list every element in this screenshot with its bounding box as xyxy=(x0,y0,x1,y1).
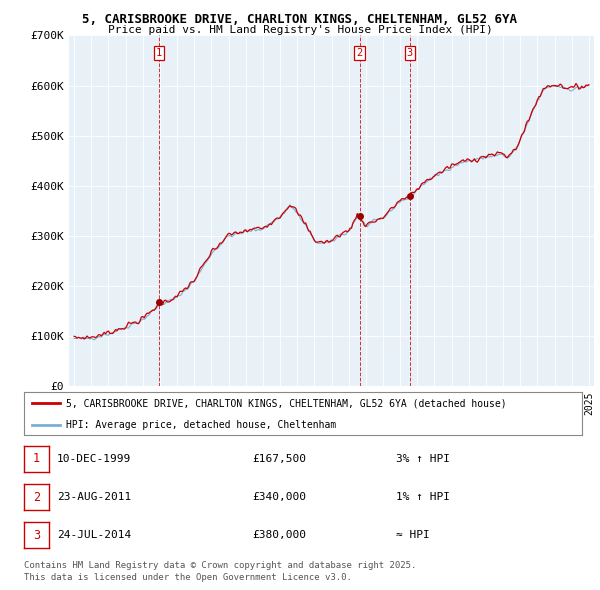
Text: 1: 1 xyxy=(33,452,40,466)
Text: 23-AUG-2011: 23-AUG-2011 xyxy=(57,492,131,502)
Text: 2: 2 xyxy=(356,48,363,58)
Text: 2: 2 xyxy=(33,490,40,504)
Text: ≈ HPI: ≈ HPI xyxy=(396,530,430,540)
Text: £380,000: £380,000 xyxy=(252,530,306,540)
Text: 5, CARISBROOKE DRIVE, CHARLTON KINGS, CHELTENHAM, GL52 6YA: 5, CARISBROOKE DRIVE, CHARLTON KINGS, CH… xyxy=(83,13,517,26)
Text: 1% ↑ HPI: 1% ↑ HPI xyxy=(396,492,450,502)
Text: 3: 3 xyxy=(407,48,413,58)
Text: Price paid vs. HM Land Registry's House Price Index (HPI): Price paid vs. HM Land Registry's House … xyxy=(107,25,493,35)
Text: 3% ↑ HPI: 3% ↑ HPI xyxy=(396,454,450,464)
Text: This data is licensed under the Open Government Licence v3.0.: This data is licensed under the Open Gov… xyxy=(24,573,352,582)
Text: HPI: Average price, detached house, Cheltenham: HPI: Average price, detached house, Chel… xyxy=(66,420,336,430)
Text: £340,000: £340,000 xyxy=(252,492,306,502)
Text: 1: 1 xyxy=(156,48,162,58)
Text: Contains HM Land Registry data © Crown copyright and database right 2025.: Contains HM Land Registry data © Crown c… xyxy=(24,560,416,569)
Text: £167,500: £167,500 xyxy=(252,454,306,464)
Text: 10-DEC-1999: 10-DEC-1999 xyxy=(57,454,131,464)
Text: 5, CARISBROOKE DRIVE, CHARLTON KINGS, CHELTENHAM, GL52 6YA (detached house): 5, CARISBROOKE DRIVE, CHARLTON KINGS, CH… xyxy=(66,398,506,408)
Text: 24-JUL-2014: 24-JUL-2014 xyxy=(57,530,131,540)
Text: 3: 3 xyxy=(33,529,40,542)
